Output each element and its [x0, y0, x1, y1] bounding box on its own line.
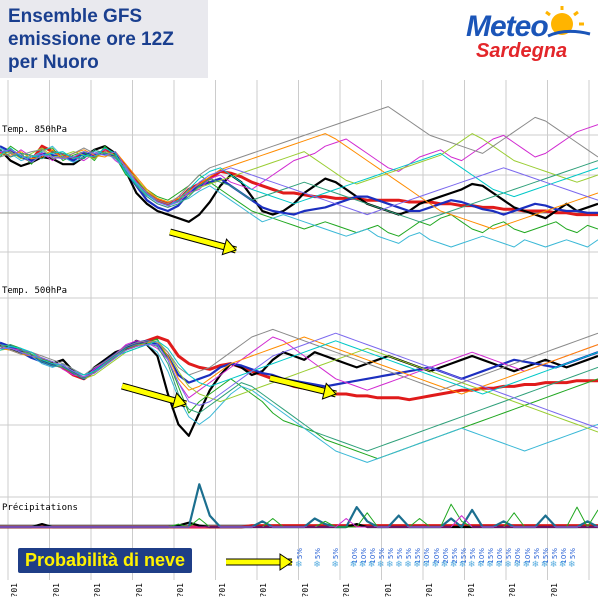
snowflake-icon: ❄ — [558, 560, 567, 570]
snowflake-icon: ❄ — [522, 560, 531, 570]
series-line — [0, 332, 598, 429]
snowflake-icon: ❄ — [313, 560, 321, 570]
snowflake-icon: ❄ — [395, 560, 403, 570]
x-tick-label: ?01 — [176, 583, 185, 598]
snowflake-icon: ❄ — [349, 560, 358, 570]
title-line-3: per Nuoro — [8, 52, 99, 73]
snowflake-icon: ❄ — [358, 560, 367, 570]
snow-probability-label: Probabilità di neve — [18, 548, 193, 573]
x-tick-label: ?01 — [93, 583, 102, 598]
snowflake-icon: ❄ — [431, 560, 440, 570]
snow-percent: 5% — [550, 548, 559, 560]
snowflake-icon: ❄ — [413, 560, 421, 570]
panel-title-500: Temp. 500hPa — [2, 286, 68, 296]
snow-percent: 5% — [396, 548, 405, 560]
x-tick-label: ?01 — [300, 583, 310, 598]
x-tick-label: ?01 — [134, 583, 144, 598]
logo-meteo: Meteo — [466, 10, 549, 43]
series-line — [0, 133, 598, 230]
series-line — [0, 149, 598, 216]
meteo-sardegna-logo: Meteo Sardegna — [462, 6, 594, 68]
series-line — [0, 342, 598, 452]
snowflake-icon: ❄ — [386, 560, 394, 570]
series-line — [0, 133, 598, 203]
sun-icon — [545, 6, 591, 38]
snowflake-icon: ❄ — [504, 560, 512, 570]
x-tick-label: ?01 — [425, 583, 434, 598]
snowflake-icon: ❄ — [458, 560, 467, 570]
x-tick-label: ?01 — [508, 583, 517, 598]
snowflake-icon: ❄ — [467, 560, 476, 570]
title-box: Ensemble GFS emissione ore 12Z per Nuoro — [0, 0, 208, 78]
snow-percent: 5% — [314, 548, 323, 560]
annotation-arrows — [121, 228, 337, 571]
panel-precip — [0, 483, 598, 529]
snowflake-icon: ❄ — [331, 560, 339, 570]
title-line-1: Ensemble GFS — [8, 6, 143, 27]
snowflake-icon: ❄ — [540, 560, 549, 570]
snowflake-icon: ❄ — [486, 560, 494, 570]
x-tick-label: ?01 — [10, 583, 19, 598]
series-line — [0, 340, 598, 433]
snow-percent: 5% — [532, 548, 541, 560]
panel-title-850: Temp. 850hPa — [2, 125, 68, 135]
snow-percent: 5% — [505, 548, 514, 560]
panel-title-precip: Précipitations — [2, 503, 78, 513]
snowflake-icon: ❄ — [376, 560, 385, 570]
snowflake-icon: ❄ — [477, 560, 485, 570]
arrow-icon — [226, 553, 293, 571]
snowflake-icon: ❄ — [449, 560, 458, 570]
x-tick-label: ?01 — [383, 583, 393, 598]
snowflake-icon: ❄ — [295, 560, 303, 570]
series-line — [0, 149, 598, 223]
series-line — [0, 145, 598, 237]
snowflake-icon: ❄ — [568, 560, 576, 570]
snowflake-icon: ❄ — [440, 560, 449, 570]
snowflake-icon: ❄ — [531, 560, 540, 570]
x-tick-label: ?01 — [466, 583, 476, 598]
series-line — [0, 328, 598, 391]
series-line — [0, 336, 598, 399]
series-line — [0, 145, 598, 223]
series-line — [0, 147, 598, 207]
arrow-icon — [121, 382, 187, 410]
x-tick-label: ?01 — [259, 583, 268, 598]
panel-850hpa — [0, 106, 598, 248]
snow-percent: 5% — [296, 548, 304, 560]
arrow-icon — [269, 374, 337, 400]
snowflake-icon: ❄ — [367, 560, 376, 570]
x-tick-label: ?01 — [51, 583, 61, 598]
snowflake-icon: ❄ — [549, 560, 558, 570]
x-tick-label: ?01 — [217, 583, 227, 598]
x-tick-label: ?01 — [342, 583, 351, 598]
snowflake-icon: ❄ — [422, 560, 430, 570]
snow-percent: 5% — [332, 548, 341, 560]
snow-percent: 5% — [569, 548, 577, 560]
arrow-icon — [169, 228, 237, 256]
snowflake-icon: ❄ — [513, 560, 521, 570]
x-tick-label: ?01 — [549, 583, 559, 598]
snow-percent: 5% — [377, 548, 386, 560]
snow-percent: 5% — [387, 548, 395, 560]
series-line — [0, 515, 598, 528]
snowflake-icon: ❄ — [404, 560, 412, 570]
logo-sardegna: Sardegna — [476, 40, 568, 62]
title-line-2: emissione ore 12Z — [8, 29, 174, 50]
snowflake-icon: ❄ — [495, 560, 503, 570]
series-line — [0, 340, 598, 395]
snow-percent: 5% — [468, 548, 477, 560]
snow-percent: 5% — [405, 548, 414, 560]
